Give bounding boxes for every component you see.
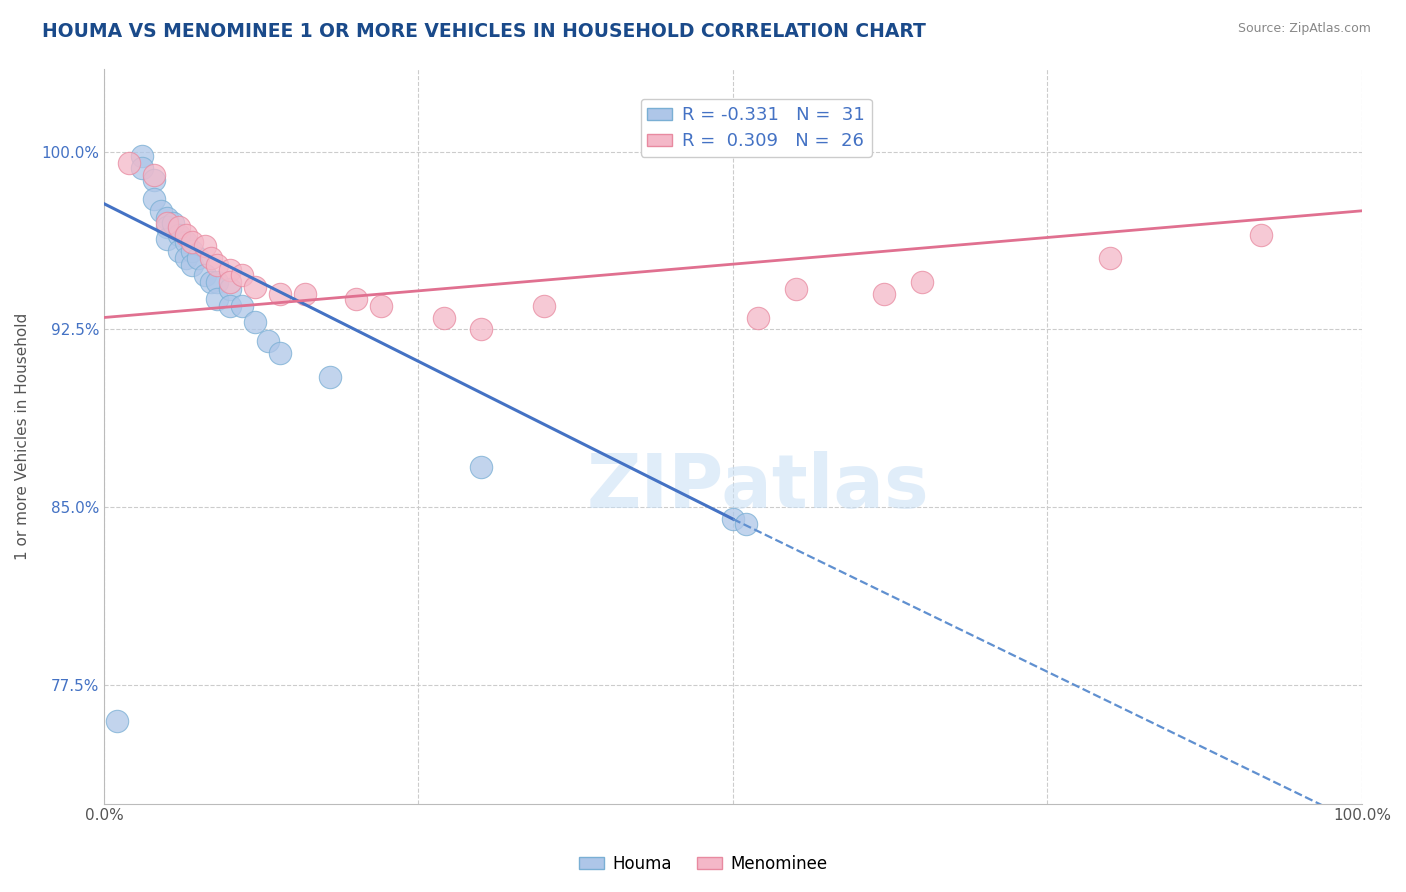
Point — [143, 173, 166, 187]
Point — [734, 516, 756, 531]
Point — [433, 310, 456, 325]
Point — [785, 282, 807, 296]
Text: HOUMA VS MENOMINEE 1 OR MORE VEHICLES IN HOUSEHOLD CORRELATION CHART: HOUMA VS MENOMINEE 1 OR MORE VEHICLES IN… — [42, 22, 927, 41]
Point — [269, 346, 291, 360]
Point — [256, 334, 278, 349]
Point — [269, 286, 291, 301]
Point — [218, 299, 240, 313]
Point — [162, 216, 184, 230]
Point — [181, 244, 204, 259]
Point — [105, 714, 128, 728]
Point — [319, 369, 342, 384]
Point — [149, 203, 172, 218]
Point — [194, 268, 217, 282]
Point — [344, 292, 367, 306]
Point — [747, 310, 769, 325]
Point — [1250, 227, 1272, 242]
Point — [218, 275, 240, 289]
Point — [721, 512, 744, 526]
Point — [243, 315, 266, 329]
Point — [873, 286, 896, 301]
Point — [174, 227, 197, 242]
Point — [174, 251, 197, 265]
Legend: Houma, Menominee: Houma, Menominee — [572, 848, 834, 880]
Point — [181, 258, 204, 272]
Point — [169, 220, 191, 235]
Point — [187, 251, 209, 265]
Point — [169, 227, 191, 242]
Legend: R = -0.331   N =  31, R =  0.309   N =  26: R = -0.331 N = 31, R = 0.309 N = 26 — [641, 99, 872, 157]
Text: Source: ZipAtlas.com: Source: ZipAtlas.com — [1237, 22, 1371, 36]
Point — [533, 299, 555, 313]
Point — [231, 299, 253, 313]
Point — [205, 292, 228, 306]
Point — [294, 286, 316, 301]
Point — [911, 275, 934, 289]
Point — [118, 156, 141, 170]
Point — [174, 235, 197, 249]
Point — [131, 161, 153, 175]
Point — [205, 258, 228, 272]
Point — [143, 168, 166, 182]
Point — [181, 235, 204, 249]
Point — [470, 322, 492, 336]
Y-axis label: 1 or more Vehicles in Household: 1 or more Vehicles in Household — [15, 312, 30, 559]
Point — [1099, 251, 1122, 265]
Point — [200, 251, 222, 265]
Point — [131, 149, 153, 163]
Point — [156, 211, 179, 225]
Point — [470, 459, 492, 474]
Point — [143, 192, 166, 206]
Point — [200, 275, 222, 289]
Point — [205, 275, 228, 289]
Point — [156, 232, 179, 246]
Point — [156, 220, 179, 235]
Point — [169, 244, 191, 259]
Point — [370, 299, 392, 313]
Text: ZIPatlas: ZIPatlas — [586, 451, 929, 524]
Point — [218, 263, 240, 277]
Point — [194, 239, 217, 253]
Point — [156, 216, 179, 230]
Point — [243, 279, 266, 293]
Point — [231, 268, 253, 282]
Point — [218, 282, 240, 296]
